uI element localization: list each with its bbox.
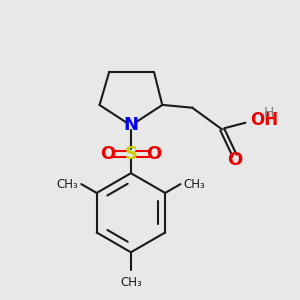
- Text: O: O: [146, 145, 162, 163]
- Text: CH₃: CH₃: [184, 178, 206, 190]
- Text: S: S: [124, 145, 137, 163]
- Text: CH₃: CH₃: [120, 276, 142, 289]
- Text: CH₃: CH₃: [56, 178, 78, 190]
- Text: N: N: [123, 116, 138, 134]
- Text: H: H: [264, 106, 274, 120]
- Text: O: O: [227, 151, 242, 169]
- Text: O: O: [100, 145, 116, 163]
- Text: OH: OH: [250, 111, 278, 129]
